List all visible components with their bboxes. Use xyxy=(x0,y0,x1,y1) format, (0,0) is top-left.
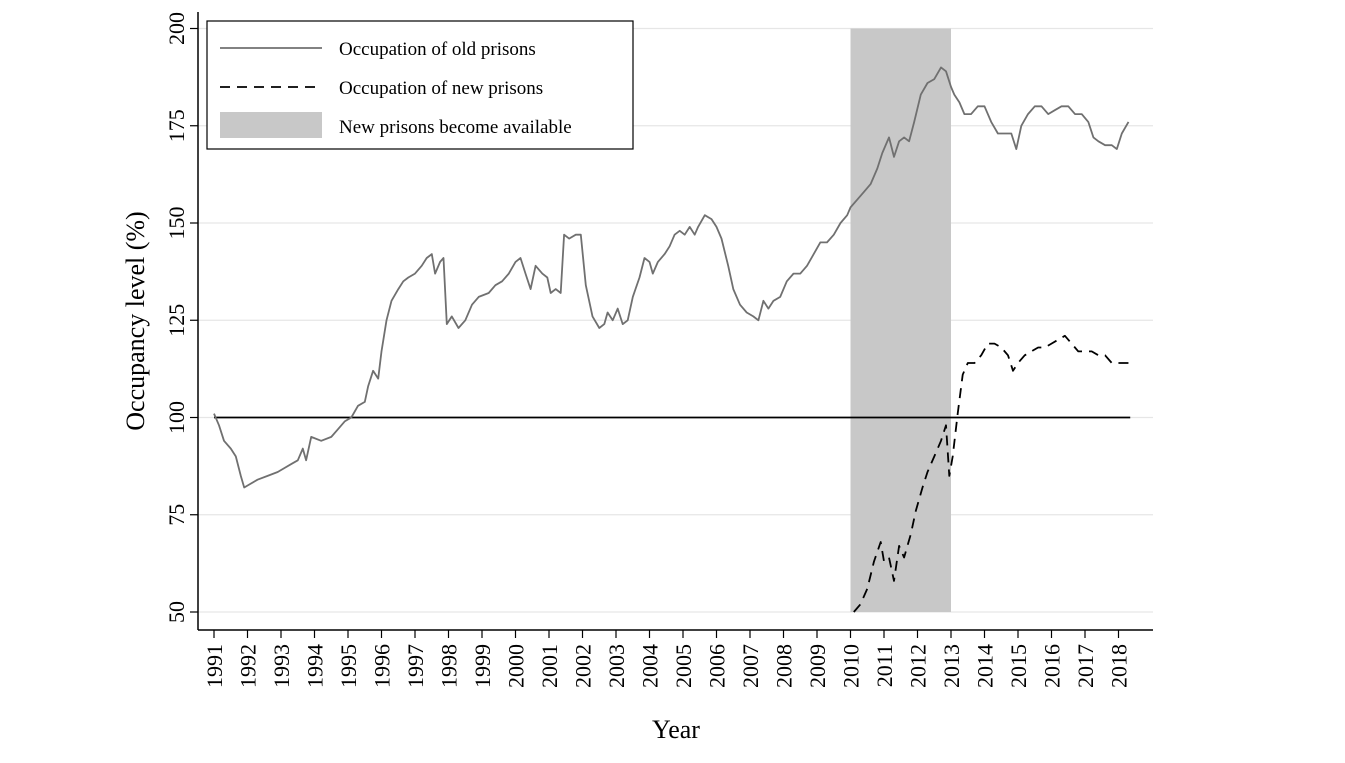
x-tick-label: 2010 xyxy=(839,644,864,688)
x-tick-label: 2002 xyxy=(571,644,596,688)
x-tick-label: 1995 xyxy=(336,644,361,688)
axes xyxy=(197,12,1153,631)
x-tick-label: 1994 xyxy=(303,644,328,688)
legend-swatch-shaded-region xyxy=(220,112,322,138)
x-tick-label: 1993 xyxy=(269,644,294,688)
x-tick-label: 1992 xyxy=(236,644,261,688)
x-tick-label: 2012 xyxy=(906,644,931,688)
y-tick-label: 125 xyxy=(164,304,189,337)
series-line-new-prisons xyxy=(853,334,1129,613)
y-axis-title: Occupancy level (%) xyxy=(121,211,150,430)
x-tick-label: 1997 xyxy=(403,644,428,688)
series-layer xyxy=(213,66,1130,613)
tick-marks xyxy=(190,27,1120,638)
tick-labels: 50 75 100 125 150 175 200 1991 1992 1993 1994 1995 1… xyxy=(164,12,1132,688)
x-tick-label: 2007 xyxy=(738,644,763,688)
x-tick-label: 2016 xyxy=(1040,644,1065,688)
y-tick-label: 75 xyxy=(164,504,189,526)
x-tick-label: 2006 xyxy=(705,644,730,688)
shaded-region-layer xyxy=(850,28,951,612)
y-tick-label: 100 xyxy=(164,401,189,434)
x-tick-label: 2015 xyxy=(1006,644,1031,688)
x-tick-label: 2017 xyxy=(1073,644,1098,688)
series-line-old-prisons xyxy=(213,66,1130,489)
x-tick-label: 1998 xyxy=(437,644,462,688)
y-tick-label: 200 xyxy=(164,12,189,45)
x-tick-label: 2011 xyxy=(872,644,897,687)
x-tick-label: 1996 xyxy=(370,644,395,688)
x-tick-label: 2000 xyxy=(504,644,529,688)
x-tick-label: 2003 xyxy=(604,644,629,688)
x-tick-label: 1999 xyxy=(470,644,495,688)
shaded-region xyxy=(850,28,951,612)
legend-label-shaded-region: New prisons become available xyxy=(339,117,572,138)
legend: Occupation of old prisons Occupation of … xyxy=(206,20,634,150)
y-tick-label: 50 xyxy=(164,601,189,623)
x-tick-label: 1991 xyxy=(202,644,227,688)
x-tick-label: 2005 xyxy=(671,644,696,688)
x-tick-label: 2001 xyxy=(537,644,562,688)
x-tick-label: 2008 xyxy=(772,644,797,688)
x-axis-title: Year xyxy=(652,715,700,744)
x-tick-label: 2004 xyxy=(638,644,663,688)
x-tick-label: 2018 xyxy=(1107,644,1132,688)
y-tick-label: 175 xyxy=(164,109,189,142)
x-tick-label: 2009 xyxy=(805,644,830,688)
x-tick-label: 2013 xyxy=(939,644,964,688)
y-tick-label: 150 xyxy=(164,207,189,240)
x-tick-label: 2014 xyxy=(973,644,998,688)
legend-label-old-prisons: Occupation of old prisons xyxy=(339,39,536,60)
legend-label-new-prisons: Occupation of new prisons xyxy=(339,78,543,99)
